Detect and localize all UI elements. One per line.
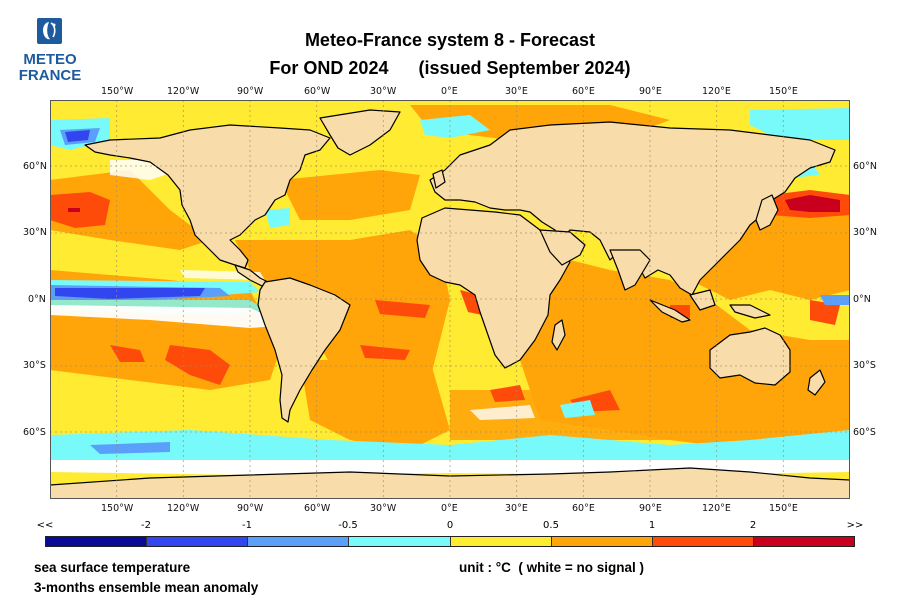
lon-tick: 60°W xyxy=(304,503,331,514)
colorbar-segment xyxy=(147,537,249,546)
colorbar-label: >> xyxy=(846,520,864,531)
lon-tick: 150°E xyxy=(769,86,798,97)
lat-tick: 60°S xyxy=(853,427,876,438)
colorbar-segment xyxy=(652,537,754,546)
lat-tick: 0°N xyxy=(28,294,46,305)
lon-tick: 120°E xyxy=(702,86,731,97)
lon-tick: 30°E xyxy=(505,86,528,97)
lat-tick: 60°N xyxy=(23,161,47,172)
unit-label: unit : °C ( white = no signal ) xyxy=(459,560,645,575)
variable-label: sea surface temperature xyxy=(34,560,191,575)
sst-anomaly-map xyxy=(49,100,851,500)
colorbar-segment xyxy=(248,537,350,546)
lat-tick: 30°N xyxy=(23,227,47,238)
lon-tick: 90°E xyxy=(639,503,662,514)
logo-emblem-icon xyxy=(37,18,62,44)
colorbar-segment xyxy=(46,537,148,546)
lon-tick: 120°E xyxy=(702,503,731,514)
lon-tick: 30°E xyxy=(505,503,528,514)
chart-subtitle: For OND 2024 (issued September 2024) xyxy=(269,58,631,78)
lon-tick: 60°W xyxy=(304,86,331,97)
lon-tick: 60°E xyxy=(572,86,595,97)
lat-tick: 60°S xyxy=(23,427,46,438)
lat-tick: 30°S xyxy=(853,360,876,371)
colorbar-label: 2 xyxy=(749,520,757,531)
lon-tick: 150°W xyxy=(101,503,134,514)
colorbar xyxy=(45,536,855,547)
colorbar-segment xyxy=(551,537,653,546)
lon-tick: 150°E xyxy=(769,503,798,514)
lon-tick: 90°E xyxy=(639,86,662,97)
lon-tick: 0°E xyxy=(441,86,458,97)
colorbar-label: 0 xyxy=(446,520,454,531)
colorbar-segment xyxy=(450,537,552,546)
lat-tick: 0°N xyxy=(853,294,871,305)
colorbar-label: 0.5 xyxy=(543,520,559,531)
lon-tick: 60°E xyxy=(572,503,595,514)
lat-tick: 30°N xyxy=(853,227,877,238)
lon-tick: 120°W xyxy=(167,86,200,97)
lon-tick: 30°W xyxy=(370,86,397,97)
lon-tick: 120°W xyxy=(167,503,200,514)
logo-text-france: FRANCE xyxy=(18,67,82,84)
lon-tick: 30°W xyxy=(370,503,397,514)
lon-tick: 90°W xyxy=(237,503,264,514)
colorbar-label: -0.5 xyxy=(338,520,358,531)
lon-tick: 150°W xyxy=(101,86,134,97)
lat-tick: 60°N xyxy=(853,161,877,172)
colorbar-segment xyxy=(753,537,854,546)
colorbar-label: -2 xyxy=(141,520,151,531)
meteo-france-logo: METEO FRANCE xyxy=(17,16,83,86)
chart-title: Meteo-France system 8 - Forecast xyxy=(304,30,596,50)
colorbar-label: -1 xyxy=(242,520,252,531)
lon-tick: 90°W xyxy=(237,86,264,97)
lon-tick: 0°E xyxy=(441,503,458,514)
logo-text-meteo: METEO xyxy=(23,51,77,68)
colorbar-label: 1 xyxy=(648,520,656,531)
colorbar-segment xyxy=(349,537,451,546)
lat-tick: 30°S xyxy=(23,360,46,371)
colorbar-label: << xyxy=(36,520,54,531)
description-label: 3-months ensemble mean anomaly xyxy=(34,580,259,595)
